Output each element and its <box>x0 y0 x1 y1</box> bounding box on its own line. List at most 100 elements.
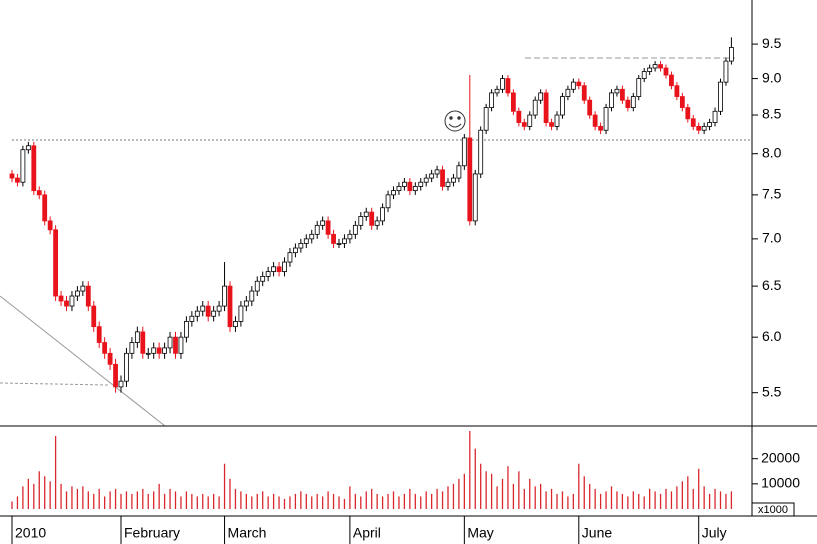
x-tick-label: April <box>353 525 381 541</box>
candle-body <box>260 275 266 282</box>
candle-body <box>9 173 15 179</box>
candle-body <box>527 114 533 127</box>
y-tick-label: 7.5 <box>762 186 782 202</box>
candle-body <box>483 107 489 131</box>
support-line <box>0 382 109 386</box>
candle-body <box>581 85 587 101</box>
x-tick-label: March <box>228 525 267 541</box>
candle-body <box>331 233 336 244</box>
candle-body <box>75 290 80 297</box>
candle-body <box>598 125 603 131</box>
candle-body <box>423 177 429 183</box>
candle-body <box>478 129 484 175</box>
candle-body <box>412 186 418 192</box>
y-tick-label: 5.5 <box>762 383 782 399</box>
x-tick-label: May <box>467 525 493 541</box>
candle-body <box>620 88 625 101</box>
candle-body <box>385 194 391 209</box>
candle-body <box>576 81 582 87</box>
candle-body <box>521 122 527 127</box>
candle-body <box>636 78 642 97</box>
candle-body <box>663 67 669 76</box>
candle-body <box>674 85 680 97</box>
candle-body <box>96 326 102 343</box>
candle-body <box>690 118 696 127</box>
candle-body <box>31 145 37 192</box>
candle-body <box>325 220 331 235</box>
candle-body <box>36 190 42 196</box>
candle-body <box>461 137 467 167</box>
y-tick-label: 9.5 <box>762 35 782 51</box>
y-tick-label: 7.0 <box>762 230 782 246</box>
candle-body <box>679 96 685 108</box>
candle-body <box>565 88 571 97</box>
candle-body <box>456 165 462 179</box>
candle-body <box>500 78 505 90</box>
candle-body <box>107 352 113 365</box>
candle-body <box>418 181 424 187</box>
candle-body <box>140 331 146 354</box>
y-tick-label: 20000 <box>761 449 800 465</box>
candle-body <box>505 78 511 94</box>
x-tick-label: June <box>582 525 613 541</box>
candle-body <box>729 47 734 62</box>
candle-body <box>723 60 729 83</box>
candle-body <box>696 125 702 131</box>
y-tick-label: 9.0 <box>762 69 782 85</box>
candle-body <box>85 285 91 307</box>
candle-body <box>42 194 48 222</box>
candle-body <box>200 305 206 312</box>
candle-body <box>129 342 135 354</box>
y-tick-label: 10000 <box>761 475 800 491</box>
candle-body <box>685 107 691 120</box>
candle-body <box>669 74 674 87</box>
candle-body <box>369 211 375 226</box>
candle-body <box>641 71 647 79</box>
smiley <box>444 110 466 132</box>
x-tick-label: 2010 <box>15 525 46 541</box>
candle-body <box>58 295 64 302</box>
y-tick-label: 6.0 <box>762 328 782 344</box>
candle-body <box>309 233 315 240</box>
candle-body <box>282 261 287 272</box>
candle-body <box>145 352 151 355</box>
unit-box <box>751 502 795 517</box>
candle-body <box>178 336 184 354</box>
x-tick-label: February <box>124 525 180 541</box>
candle-body <box>64 300 69 307</box>
candle-body <box>396 186 402 192</box>
candle-body <box>20 149 26 183</box>
candle-body <box>254 280 260 292</box>
candle-body <box>391 190 396 196</box>
candle-body <box>614 88 620 94</box>
candle-body <box>401 181 407 187</box>
candle-body <box>510 92 516 112</box>
candle-body <box>238 305 244 322</box>
candle-body <box>429 173 435 179</box>
candle-body <box>113 363 118 388</box>
candle-body <box>336 243 342 245</box>
candle-body <box>15 177 20 183</box>
candle-body <box>489 92 495 108</box>
candle-body <box>233 321 238 328</box>
candle-body <box>298 243 304 249</box>
candle-body <box>538 92 544 101</box>
candle-body <box>554 114 560 127</box>
candle-body <box>134 331 140 343</box>
x-tick-label: July <box>702 525 727 541</box>
candle-body <box>347 233 353 240</box>
candle-body <box>189 315 195 322</box>
candle-body <box>287 252 293 263</box>
candle-body <box>80 285 86 292</box>
candle-body <box>205 305 211 317</box>
candle-body <box>467 137 473 222</box>
candle-body <box>472 173 478 222</box>
candle-body <box>47 220 53 231</box>
candle-body <box>151 347 157 354</box>
candle-body <box>227 285 233 328</box>
candle-body <box>352 224 358 235</box>
candle-body <box>211 310 217 317</box>
candle-body <box>560 96 565 116</box>
candle-body <box>167 336 173 349</box>
candle-body <box>380 207 386 222</box>
